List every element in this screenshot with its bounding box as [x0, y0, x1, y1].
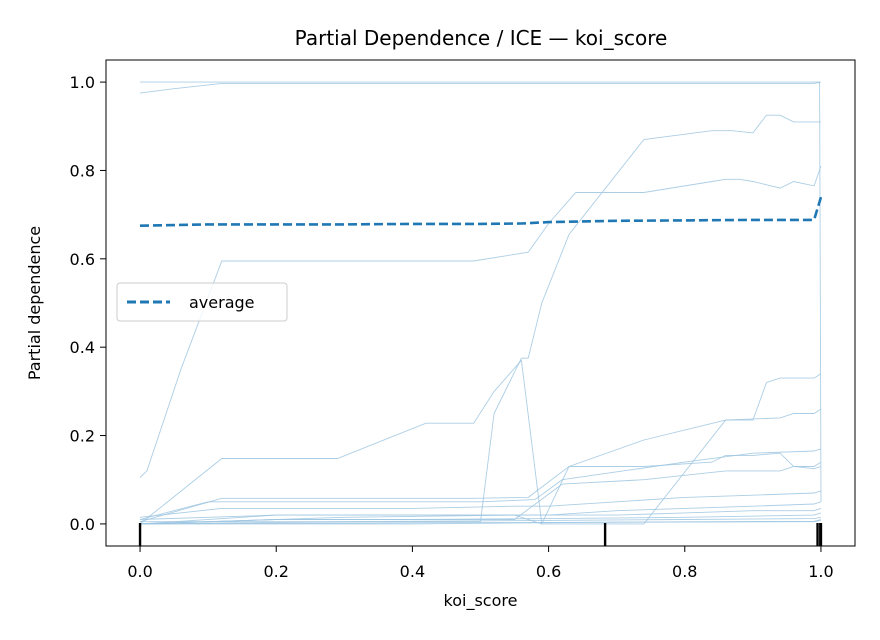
x-tick-label-3: 0.6: [536, 562, 561, 581]
ice-curve-9: [139, 490, 822, 518]
ice-curve-7: [139, 452, 822, 525]
y-tick-label-4: 0.8: [70, 161, 95, 180]
ice-curve-13: [139, 516, 822, 525]
y-tick-label-0: 0.0: [70, 515, 95, 534]
legend-box: [116, 282, 288, 322]
x-tick-label-1: 0.2: [264, 562, 289, 581]
average-series: [139, 196, 823, 227]
ice-curve-6: [139, 448, 822, 520]
ice-curve-12: [139, 512, 822, 525]
ice-curve-8: [139, 461, 822, 525]
x-tick-label-2: 0.4: [400, 562, 425, 581]
average-line: [139, 196, 823, 227]
y-axis-label: Partial dependence: [25, 226, 44, 380]
chart-title: Partial Dependence / ICE — koi_score: [295, 26, 668, 50]
ice-curves: [139, 81, 822, 525]
ice-curve-5: [139, 408, 822, 523]
x-tick-label-4: 0.8: [672, 562, 697, 581]
ice-curve-15: [140, 519, 822, 525]
y-tick-label-2: 0.4: [70, 338, 95, 357]
plot-frame: [105, 59, 856, 547]
ice-curve-1: [139, 81, 822, 94]
ice-curve-11: [139, 507, 822, 525]
x-axis: 0.0 0.2 0.4 0.6 0.8 1.0: [127, 546, 834, 581]
x-tick-label-0: 0.0: [127, 562, 152, 581]
x-tick-label-5: 1.0: [808, 562, 833, 581]
ice-curve-0: [140, 81, 822, 502]
y-tick-label-3: 0.6: [70, 250, 95, 269]
legend-label-average: average: [189, 293, 255, 312]
legend: average: [116, 282, 288, 322]
y-axis: 0.0 0.2 0.4 0.6 0.8 1.0: [70, 73, 106, 534]
x-axis-label: koi_score: [444, 591, 518, 611]
y-tick-label-5: 1.0: [70, 73, 95, 92]
ice-curve-4: [139, 359, 822, 525]
ice-curve-2: [139, 165, 822, 478]
rug-marks: [138, 523, 823, 546]
ice-curve-10: [139, 501, 822, 525]
y-tick-label-1: 0.2: [70, 427, 95, 446]
